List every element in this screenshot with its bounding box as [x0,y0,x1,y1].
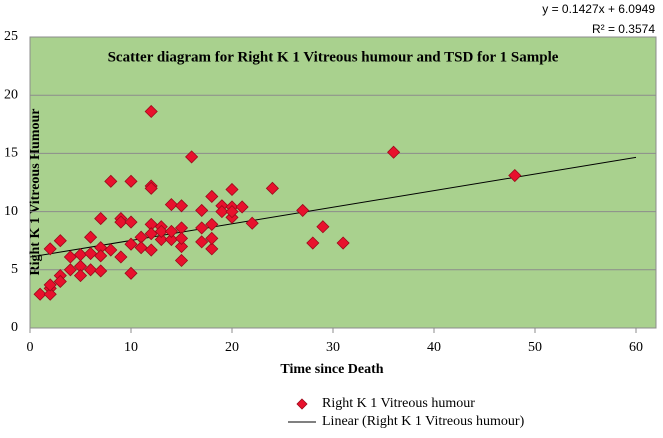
point [205,217,219,231]
point [43,242,57,256]
y-tick-label: 10 [4,204,18,219]
point [53,274,67,289]
point [174,231,189,245]
legend-label: Right K 1 Vitreous humour [322,396,475,411]
point [508,168,522,183]
point [336,236,350,250]
point [144,181,158,195]
y-tick-label: 25 [4,29,18,44]
point [43,278,57,292]
point [104,243,118,257]
trend-equation: y = 0.1427x + 6.0949 [542,2,655,16]
point [164,224,178,238]
point [225,182,239,197]
point [134,241,148,255]
point [114,250,128,264]
point [124,174,138,188]
x-tick-label: 50 [528,340,542,355]
point [73,248,88,262]
point [174,239,189,254]
point [174,253,189,268]
point [306,236,320,250]
point [33,287,47,301]
point [144,104,158,119]
point [124,266,138,280]
plot-area [29,36,657,329]
point [154,232,168,247]
point [144,243,158,257]
point [114,215,128,229]
x-tick-label: 0 [27,340,34,355]
point [104,174,118,188]
point [296,203,310,218]
y-tick-label: 15 [4,146,18,161]
y-axis-label: Right K 1 Vitreous Humour [28,109,43,276]
point [73,269,88,283]
trend-r2: R² = 0.3574 [592,22,655,36]
x-tick-label: 10 [124,340,138,355]
point [124,215,138,229]
point [245,216,259,230]
point [205,189,219,204]
point [94,264,108,278]
point [84,230,98,244]
point [185,150,199,164]
x-tick-label: 20 [225,340,239,355]
point [94,249,108,263]
point [94,212,108,226]
point [84,263,98,277]
point [316,220,330,234]
point [164,232,178,247]
point [195,203,209,218]
point [215,205,229,219]
x-tick-label: 40 [427,340,441,355]
point [235,200,249,214]
point [164,198,178,212]
y-tick-label: 0 [11,320,18,335]
point [195,221,209,235]
point [154,224,168,238]
point [205,231,219,245]
point [174,199,189,213]
legend-marker [296,398,308,410]
point [84,246,98,261]
point [124,237,138,251]
point [265,181,279,195]
legend-label: Linear (Right K 1 Vitreous humour) [322,414,525,429]
point [53,234,67,248]
point [387,145,401,159]
point [205,242,219,256]
x-axis-label: Time since Death [280,362,383,377]
point [195,235,209,249]
y-tick-label: 20 [4,87,18,102]
y-tick-label: 5 [11,262,18,277]
chart-title: Scatter diagram for Right K 1 Vitreous h… [108,49,559,65]
x-tick-label: 30 [326,340,340,355]
x-tick-label: 60 [629,340,643,355]
point [225,205,239,219]
point [63,263,77,277]
point [43,287,57,301]
